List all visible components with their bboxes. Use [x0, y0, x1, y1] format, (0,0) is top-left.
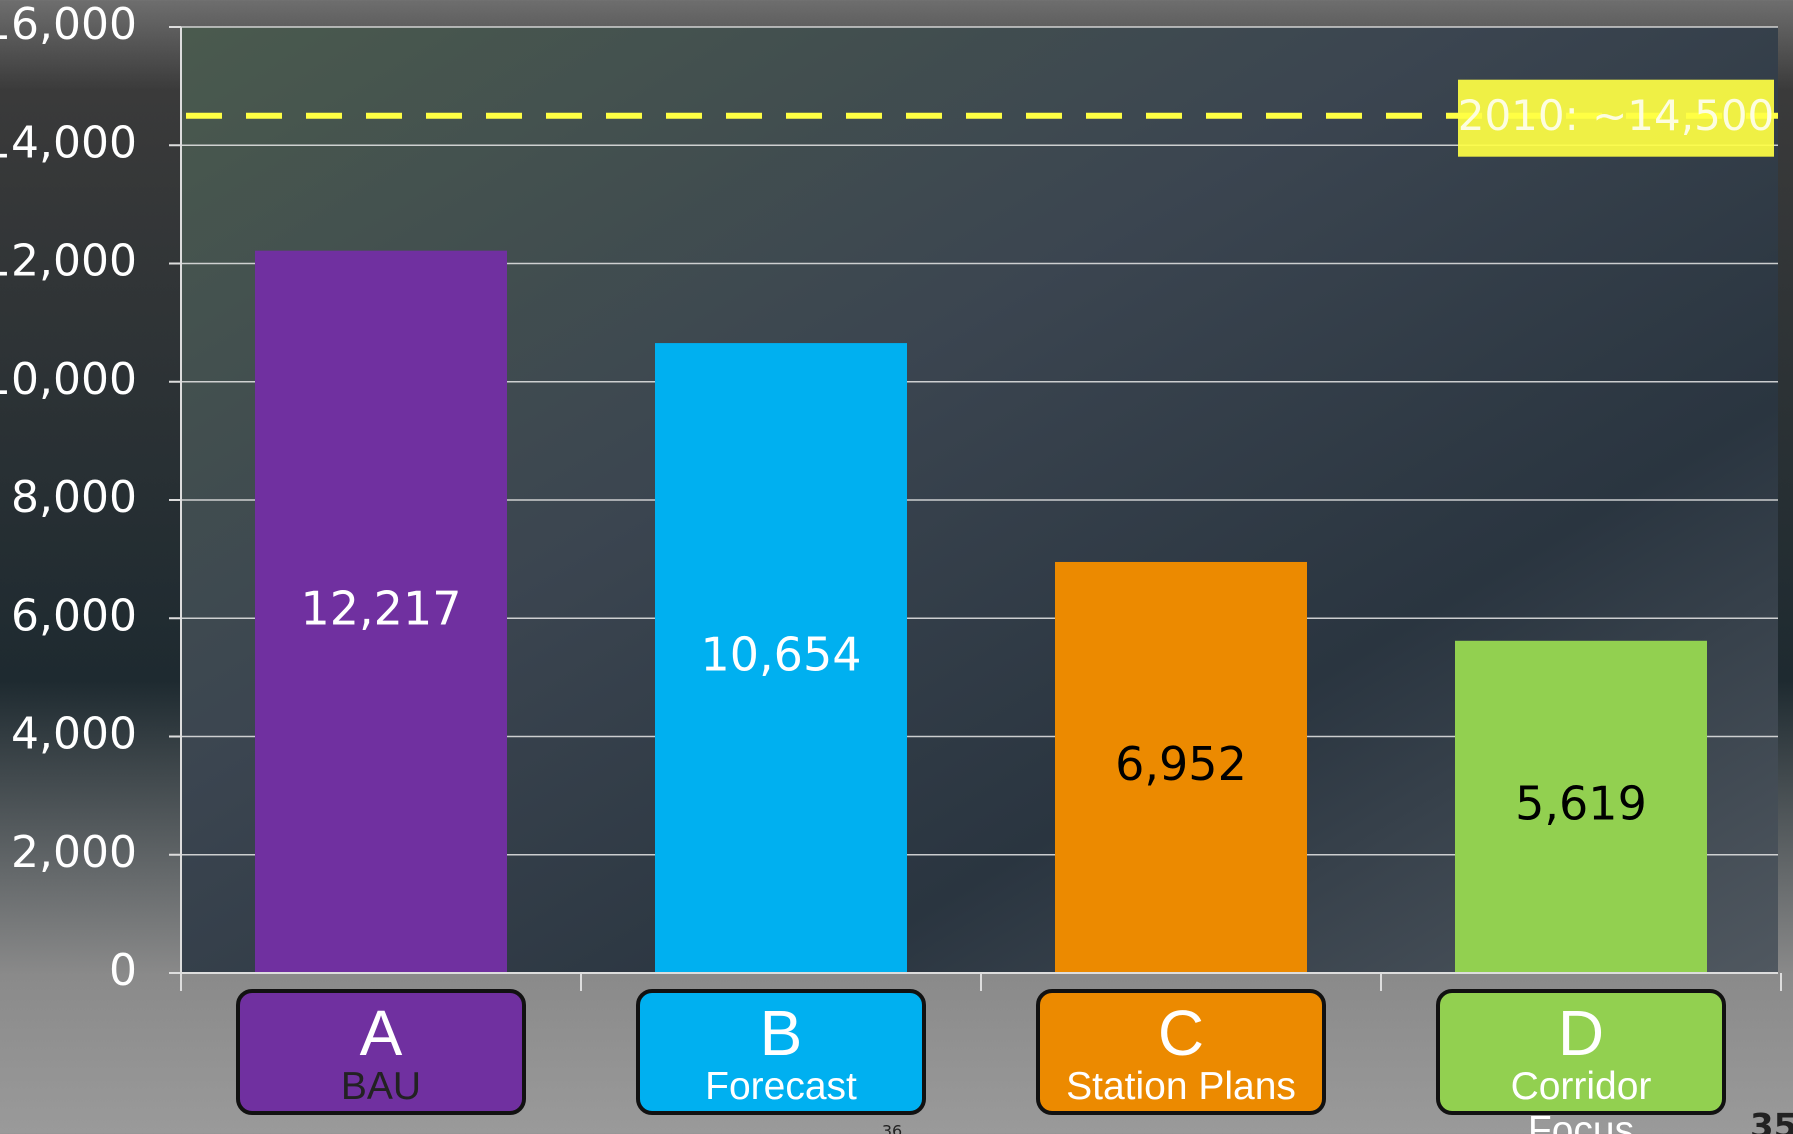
y-tick-label: 4,000: [11, 709, 137, 760]
category-label: A: [359, 997, 403, 1069]
annotation: 2010: ~14,500: [1458, 91, 1775, 140]
value-label: 12,217: [301, 581, 462, 635]
bar: [1455, 640, 1707, 973]
slide-number: 36: [882, 1122, 902, 1134]
bar: [255, 250, 507, 974]
y-tick-label: 0: [109, 945, 137, 996]
category-box: B Forecast: [636, 989, 926, 1115]
y-tick-label: 6,000: [11, 590, 137, 641]
y-tick-label: 8,000: [11, 472, 137, 523]
category-label: D: [1557, 997, 1605, 1069]
category-box: C Station Plans: [1036, 989, 1326, 1115]
y-tick-label: 16,000: [0, 0, 137, 50]
category-label: C: [1157, 997, 1205, 1069]
bar: [655, 343, 907, 973]
y-tick-label: 10,000: [0, 354, 137, 405]
value-label: 6,952: [1115, 737, 1247, 791]
page-number: 35: [1750, 1107, 1793, 1134]
category-sublabel: Station Plans: [1066, 1065, 1296, 1108]
annotation-box: [1458, 79, 1774, 157]
category-sublabel: Corridor Focus: [1510, 1065, 1652, 1134]
value-label: 10,654: [701, 628, 862, 682]
y-tick-label: 12,000: [0, 236, 137, 287]
y-tick-label: 2,000: [11, 827, 137, 878]
value-label: 5,619: [1515, 776, 1647, 830]
category-sublabel: Forecast: [705, 1065, 857, 1108]
category-box: D Corridor Focus: [1436, 989, 1726, 1134]
category-box: A BAU: [236, 989, 526, 1115]
category-label: B: [759, 997, 803, 1069]
bar: [1055, 561, 1307, 973]
category-sublabel: BAU: [340, 1065, 422, 1108]
y-tick-label: 14,000: [0, 117, 137, 168]
